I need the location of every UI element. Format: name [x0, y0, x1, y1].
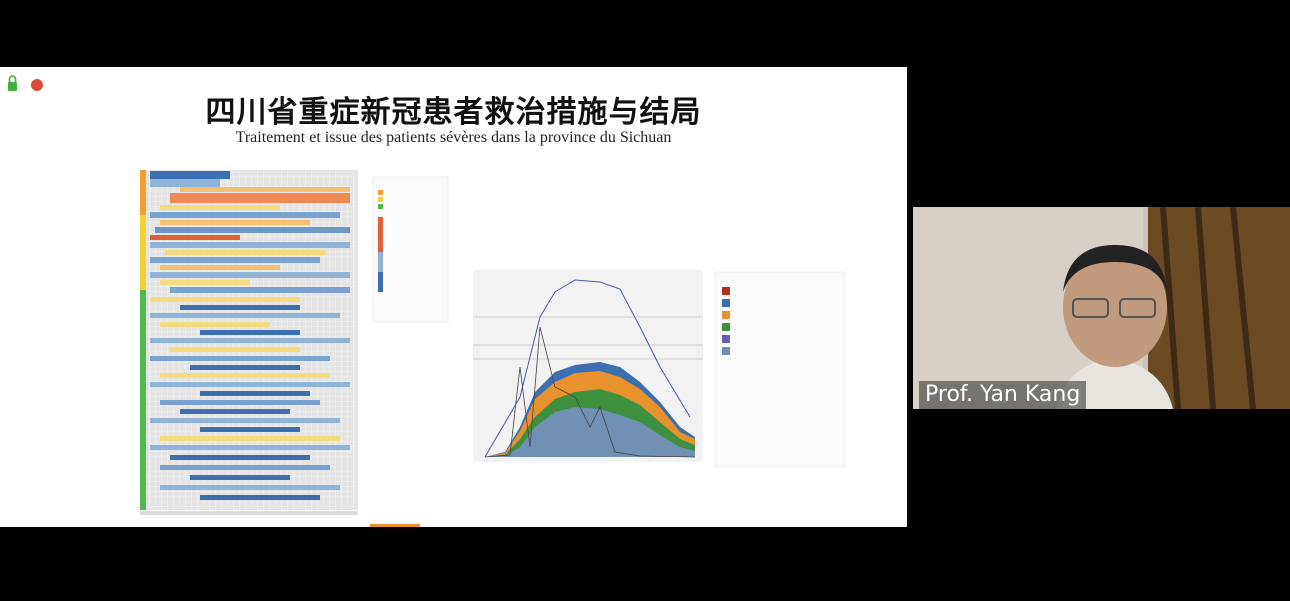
slide-figures — [8, 75, 846, 527]
participant-video: Prof. Yan Kang — [913, 207, 1290, 409]
area-legend — [714, 271, 846, 468]
lock-icon — [8, 82, 17, 91]
heatmap-legend — [372, 176, 449, 323]
shared-slide: 四川省重症新冠患者救治措施与结局 Traitement et issue des… — [0, 67, 907, 527]
record-icon — [31, 79, 43, 91]
slide-subtitle: Traitement et issue des patients sévères… — [235, 129, 672, 146]
video-frame — [913, 207, 1290, 409]
stacked-area-figure — [473, 270, 703, 462]
heatmap-figure — [140, 170, 358, 515]
participant-name: Prof. Yan Kang — [919, 381, 1087, 409]
slide-title: 四川省重症新冠患者救治措施与结局 — [205, 95, 702, 130]
